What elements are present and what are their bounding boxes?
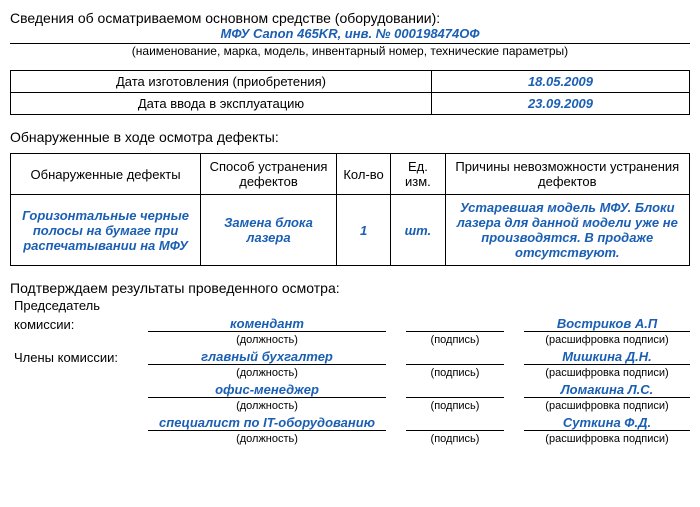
members-label: Члены комиссии:	[10, 346, 148, 365]
member3-name: Суткина Ф.Д.	[524, 412, 690, 431]
position-hint: (должность)	[148, 431, 386, 446]
defects-section-title: Обнаруженные в ходе осмотра дефекты:	[10, 129, 690, 145]
name-hint: (расшифровка подписи)	[524, 365, 690, 380]
member1-signature	[406, 346, 504, 365]
signature-hint: (подпись)	[406, 332, 504, 347]
defect-unit: шт.	[391, 195, 445, 266]
name-hint: (расшифровка подписи)	[524, 332, 690, 347]
chair-name: Востриков А.П	[524, 313, 690, 332]
name-hint: (расшифровка подписи)	[524, 398, 690, 413]
chair-label-1: Председатель	[10, 298, 148, 313]
member3-position: специалист по IT-оборудованию	[148, 412, 386, 431]
defect-fix-method: Замена блока лазера	[201, 195, 337, 266]
signature-hint: (подпись)	[406, 398, 504, 413]
defect-qty: 1	[336, 195, 390, 266]
commission-date-label: Дата ввода в эксплуатацию	[11, 93, 432, 115]
position-hint: (должность)	[148, 365, 386, 380]
table-row: Горизонтальные черные полосы на бумаге п…	[11, 195, 690, 266]
manufacture-date-value: 18.05.2009	[431, 71, 689, 93]
commission-date-value: 23.09.2009	[431, 93, 689, 115]
member1-name: Мишкина Д.Н.	[524, 346, 690, 365]
position-hint: (должность)	[148, 332, 386, 347]
manufacture-date-label: Дата изготовления (приобретения)	[11, 71, 432, 93]
defect-reason: Устаревшая модель МФУ. Блоки лазера для …	[445, 195, 689, 266]
signature-hint: (подпись)	[406, 365, 504, 380]
equipment-hint: (наименование, марка, модель, инвентарны…	[10, 44, 690, 58]
chair-position: комендант	[148, 313, 386, 332]
equipment-name: МФУ Canon 465KR, инв. № 000198474ОФ	[10, 26, 690, 44]
member3-signature	[406, 412, 504, 431]
signature-hint: (подпись)	[406, 431, 504, 446]
dates-table: Дата изготовления (приобретения) 18.05.2…	[10, 70, 690, 115]
defects-header-5: Причины невозможности устранения дефекто…	[445, 154, 689, 195]
member2-position: офис-менеджер	[148, 379, 386, 398]
defects-table: Обнаруженные дефекты Способ устранения д…	[10, 153, 690, 266]
equipment-header-label: Сведения об осматриваемом основном средс…	[10, 10, 690, 26]
chair-label-2: комиссии:	[10, 313, 148, 332]
position-hint: (должность)	[148, 398, 386, 413]
member2-signature	[406, 379, 504, 398]
member2-name: Ломакина Л.С.	[524, 379, 690, 398]
signatures-table: Председатель комиссии: комендант Вострик…	[10, 298, 690, 445]
defects-header-3: Кол-во	[336, 154, 390, 195]
defects-header-4: Ед. изм.	[391, 154, 445, 195]
defect-description: Горизонтальные черные полосы на бумаге п…	[11, 195, 201, 266]
defects-header-2: Способ устранения дефектов	[201, 154, 337, 195]
member1-position: главный бухгалтер	[148, 346, 386, 365]
defects-header-1: Обнаруженные дефекты	[11, 154, 201, 195]
name-hint: (расшифровка подписи)	[524, 431, 690, 446]
chair-signature	[406, 313, 504, 332]
confirm-text: Подтверждаем результаты проведенного осм…	[10, 280, 690, 296]
